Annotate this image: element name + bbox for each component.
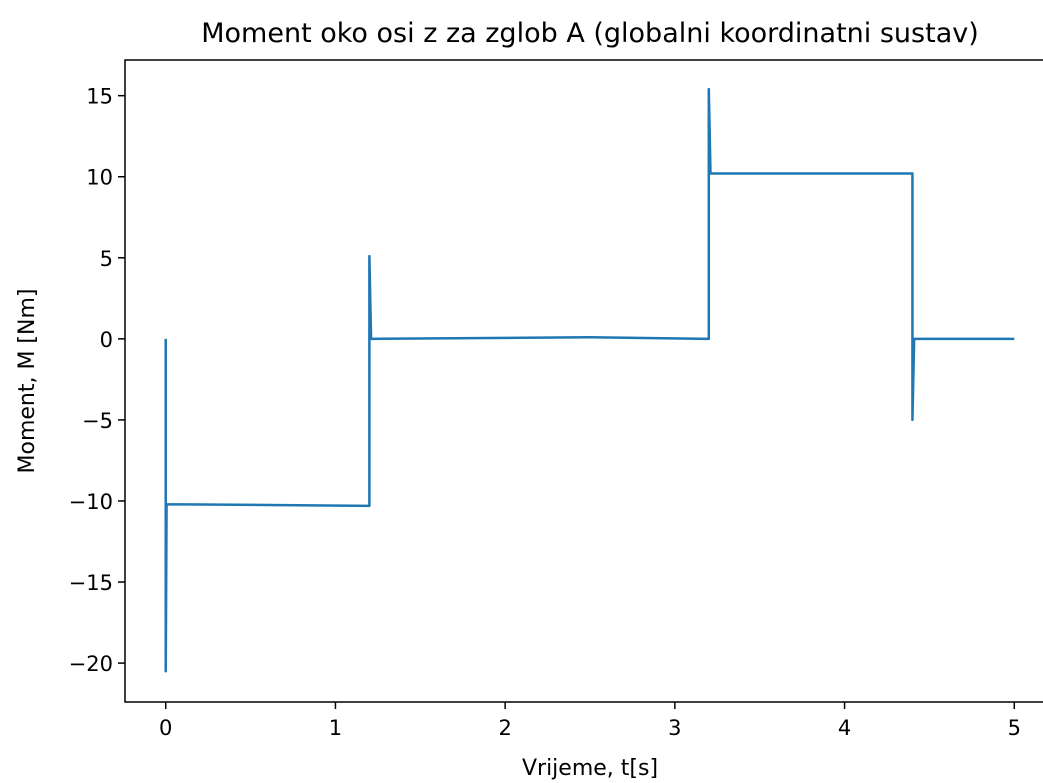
x-tick-label: 1 xyxy=(329,716,342,740)
y-axis-label: Moment, M [Nm] xyxy=(15,289,40,474)
y-tick-label: −15 xyxy=(69,571,113,595)
y-tick-label: 5 xyxy=(100,247,113,271)
y-tick-label: −10 xyxy=(69,490,113,514)
x-tick-label: 0 xyxy=(159,716,172,740)
y-tick-label: −5 xyxy=(82,409,113,433)
y-tick-label: 10 xyxy=(86,166,113,190)
plot-frame xyxy=(124,59,1043,703)
x-tick-label: 4 xyxy=(838,716,851,740)
y-tick-label: −20 xyxy=(69,652,113,676)
x-tick-label: 5 xyxy=(1008,716,1021,740)
x-axis-label: Vrijeme, t[s] xyxy=(522,756,658,781)
y-tick-label: 15 xyxy=(86,85,113,109)
x-tick-label: 3 xyxy=(668,716,681,740)
chart-title: Moment oko osi z za zglob A (globalni ko… xyxy=(201,18,979,49)
data-line xyxy=(164,87,1015,673)
x-tick-label: 2 xyxy=(498,716,511,740)
y-tick-label: 0 xyxy=(100,328,113,352)
